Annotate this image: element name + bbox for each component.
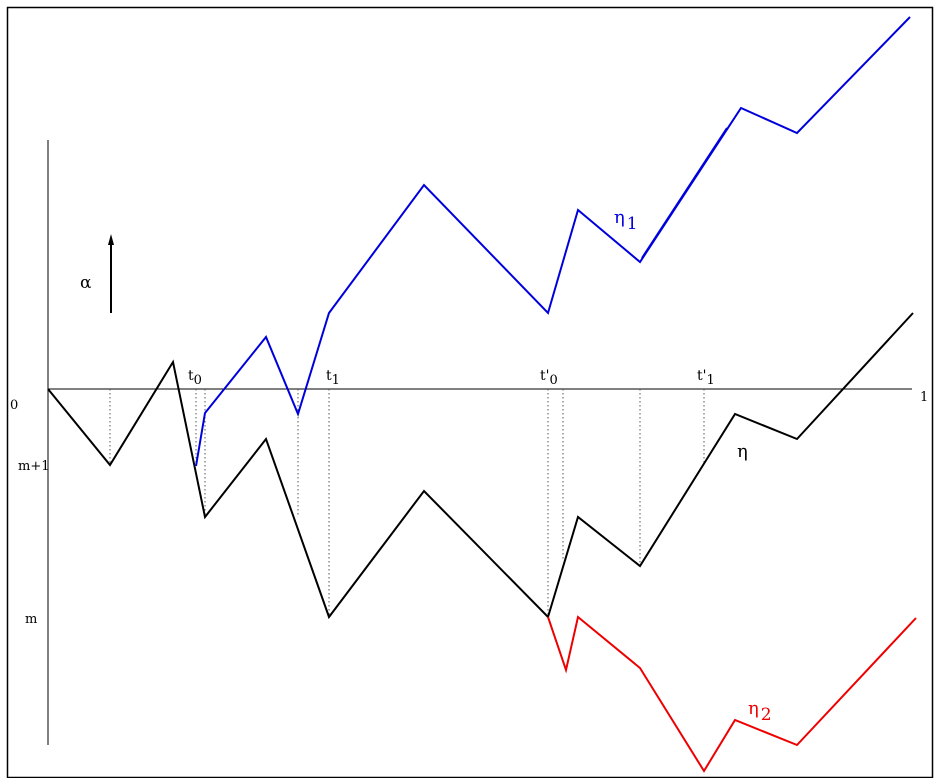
eta-path — [47, 312, 914, 620]
eta1-overlap-segment — [641, 127, 728, 259]
eta-label: η — [737, 441, 748, 462]
figure-frame — [6, 6, 934, 778]
eta2-path — [547, 615, 917, 773]
eta1-path — [195, 16, 911, 467]
right-end-label: 1 — [920, 390, 928, 405]
arrow-head — [108, 234, 114, 245]
level-m-label: m — [25, 612, 37, 627]
t-prime-1-label: t'1 — [697, 368, 715, 388]
alpha-label: α — [80, 273, 92, 293]
axes — [47, 140, 912, 745]
t-prime-0-label: t'0 — [540, 368, 558, 388]
alpha-arrow — [108, 234, 114, 313]
t1-label: t1 — [326, 368, 340, 388]
origin-label: 0 — [10, 398, 18, 413]
level-m-plus-1-label: m+1 — [18, 459, 50, 474]
dotted-guides — [109, 389, 705, 617]
t0-label: t0 — [188, 368, 202, 388]
